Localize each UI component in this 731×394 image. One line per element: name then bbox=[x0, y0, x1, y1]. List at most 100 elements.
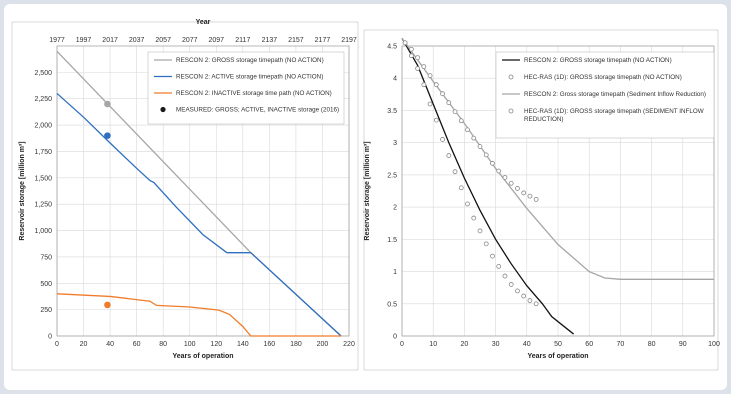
y-tick-label: 1,250 bbox=[34, 202, 52, 209]
x-tick-label: 80 bbox=[648, 341, 656, 348]
y-axis-title: Reservoir storage [million m³] bbox=[364, 141, 371, 240]
data-point bbox=[490, 160, 495, 166]
data-point bbox=[415, 66, 421, 71]
data-point bbox=[458, 185, 464, 191]
x2-tick-label: 2057 bbox=[155, 37, 171, 44]
data-point bbox=[440, 91, 445, 97]
x-tick-label: 20 bbox=[80, 341, 88, 348]
legend-item-1: RESCON 2: GROSS storage timepath (NO ACT… bbox=[502, 57, 672, 64]
x-tick-label: 40 bbox=[106, 341, 114, 348]
x-tick-label: 80 bbox=[159, 341, 167, 348]
x-tick-label: 100 bbox=[708, 341, 720, 348]
data-point bbox=[502, 175, 508, 180]
x2-axis-title: Year bbox=[196, 19, 211, 26]
y-tick-label: 1,500 bbox=[34, 175, 52, 182]
legend-item-3: RESCON 2: INACTIVE storage time path (NO… bbox=[154, 90, 332, 97]
y-tick-label: 4.5 bbox=[387, 44, 397, 51]
data-point bbox=[533, 301, 539, 307]
data-point bbox=[408, 53, 414, 59]
series-1 bbox=[401, 37, 575, 335]
data-point bbox=[458, 118, 464, 124]
data-point bbox=[521, 190, 527, 196]
legend-item-3: RESCON 2: Gross storage timepath (Sedime… bbox=[502, 91, 706, 98]
data-point bbox=[440, 137, 445, 142]
y-tick-label: 1.5 bbox=[387, 237, 397, 244]
y-tick-label: 0 bbox=[393, 334, 397, 341]
data-point bbox=[521, 293, 527, 299]
y-tick-label: 1,000 bbox=[34, 228, 52, 235]
x-tick-label: 0 bbox=[400, 341, 404, 348]
data-point bbox=[446, 153, 452, 158]
legend-label: HEC-RAS (1D): GROSS storage timepath (NO… bbox=[524, 74, 682, 81]
data-point bbox=[452, 109, 458, 115]
x-tick-label: 0 bbox=[55, 341, 59, 348]
x2-tick-label: 1977 bbox=[49, 37, 65, 44]
x-tick-label: 90 bbox=[679, 341, 687, 348]
data-point bbox=[465, 201, 470, 207]
x-axis-title: Years of operation bbox=[172, 353, 233, 360]
series-2 bbox=[402, 40, 539, 307]
plot-area-border bbox=[56, 45, 350, 337]
data-point bbox=[490, 253, 495, 259]
x-tick-label: 200 bbox=[317, 341, 329, 348]
data-point bbox=[433, 82, 439, 88]
x-tick-label: 40 bbox=[523, 341, 531, 348]
legend: RESCON 2: GROSS storage timepath (NO ACT… bbox=[147, 51, 345, 125]
x-tick-label: 140 bbox=[237, 341, 249, 348]
data-point bbox=[427, 73, 433, 79]
series-line bbox=[56, 293, 342, 337]
legend-label: HEC-RAS (1D): GROSS storage timepath (SE… bbox=[524, 108, 704, 123]
data-point bbox=[483, 241, 489, 247]
x-tick-label: 60 bbox=[585, 341, 593, 348]
legend-box bbox=[495, 51, 715, 139]
data-point bbox=[427, 101, 433, 107]
legend-item-4: MEASURED: GROSS; ACTIVE, INACTIVE storag… bbox=[160, 107, 339, 114]
data-point bbox=[104, 301, 111, 309]
x2-tick-label: 2037 bbox=[129, 37, 145, 44]
series-line bbox=[56, 92, 342, 337]
y-tick-label: 0 bbox=[48, 334, 52, 341]
legend-swatch bbox=[508, 74, 514, 80]
legend-item-2: HEC-RAS (1D): GROSS storage timepath (NO… bbox=[508, 74, 682, 81]
data-point bbox=[515, 288, 520, 294]
x-tick-label: 120 bbox=[210, 341, 222, 348]
legend-label: MEASURED: GROSS; ACTIVE, INACTIVE storag… bbox=[176, 107, 339, 114]
x-axis-title: Years of operation bbox=[527, 353, 588, 360]
x2-tick-label: 2017 bbox=[102, 37, 118, 44]
legend-label: RESCON 2: GROSS storage timepath (NO ACT… bbox=[176, 57, 324, 64]
x2-tick-label: 2097 bbox=[208, 37, 224, 44]
data-point bbox=[502, 273, 508, 279]
x2-tick-label: 2137 bbox=[262, 37, 278, 44]
x-tick-label: 100 bbox=[184, 341, 196, 348]
y-tick-label: 0.5 bbox=[387, 301, 397, 308]
data-point bbox=[496, 263, 502, 269]
x2-tick-label: 2077 bbox=[182, 37, 198, 44]
y-tick-label: 2,250 bbox=[34, 96, 52, 103]
data-point bbox=[408, 46, 414, 52]
data-point bbox=[477, 228, 483, 234]
legend-box bbox=[147, 51, 345, 125]
x-tick-label: 10 bbox=[429, 341, 437, 348]
data-point bbox=[402, 40, 408, 46]
data-point bbox=[527, 298, 533, 303]
y-tick-label: 3 bbox=[393, 140, 397, 147]
x2-tick-label: 2157 bbox=[288, 37, 304, 44]
data-point bbox=[433, 117, 439, 123]
legend-item-2: RESCON 2: ACTIVE storage timepath (NO AC… bbox=[154, 74, 323, 81]
legend-label: RESCON 2: GROSS storage timepath (NO ACT… bbox=[524, 57, 672, 64]
data-point bbox=[471, 135, 477, 141]
y-tick-label: 500 bbox=[40, 281, 52, 288]
legend-label: RESCON 2: Gross storage timepath (Sedime… bbox=[524, 91, 706, 98]
data-point bbox=[471, 215, 477, 221]
x-tick-label: 50 bbox=[554, 341, 562, 348]
data-point bbox=[452, 169, 458, 175]
data-point bbox=[527, 193, 533, 199]
data-point bbox=[533, 196, 539, 202]
data-point bbox=[515, 186, 520, 191]
data-point bbox=[446, 100, 452, 106]
x-tick-label: 180 bbox=[290, 341, 302, 348]
x2-tick-label: 1997 bbox=[76, 37, 92, 44]
series-3 bbox=[56, 293, 342, 337]
x-tick-label: 70 bbox=[617, 341, 625, 348]
